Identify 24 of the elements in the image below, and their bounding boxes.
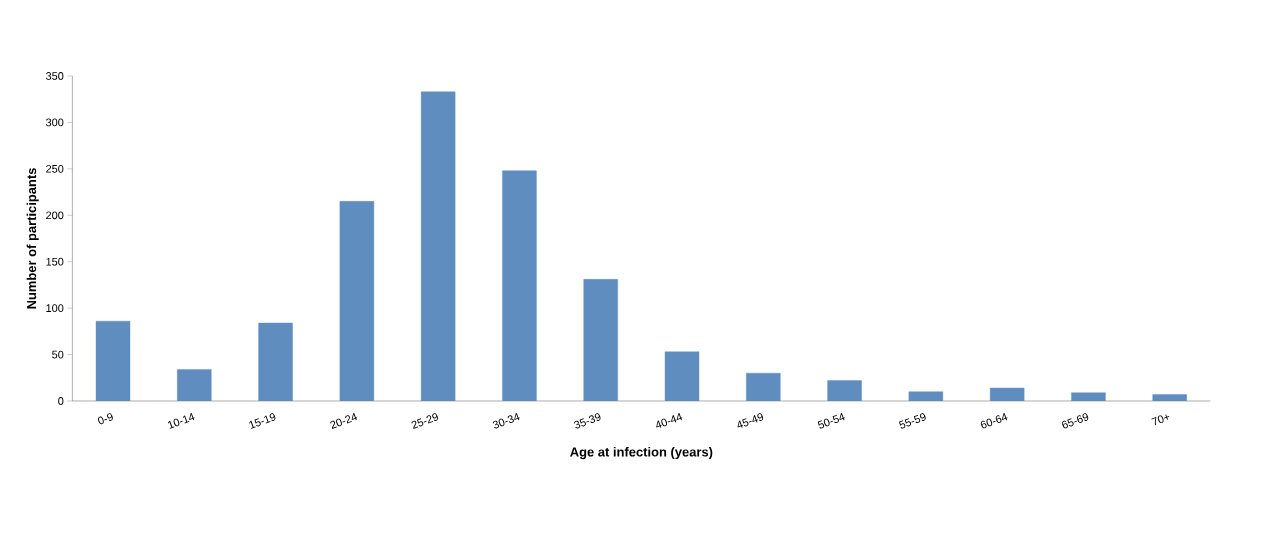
x-tick-label: 35-39 [574,413,601,429]
x-tick-label: 10-14 [167,412,195,429]
x-axis-title: Age at infection (years) [570,447,713,460]
x-tick-label: 25-29 [411,413,438,429]
x-tick-label: 70+ [1151,414,1170,426]
x-tick-label: 55-59 [899,413,926,429]
y-tick-label: 350 [45,72,64,80]
x-tick-label: 50-54 [817,412,845,429]
x-tick-label: 15-19 [249,413,276,429]
x-tick-label: 30-34 [492,412,520,429]
y-tick-label: 150 [46,257,64,266]
y-tick-label: 50 [52,350,64,359]
x-tick-label: 0-9 [97,413,113,425]
y-tick-label: 100 [46,304,64,313]
x-tick-label: 40-44 [656,412,683,428]
x-tick-label: 45-49 [737,413,764,428]
y-tick-label: 200 [46,211,64,220]
x-tick-label: 20-24 [330,412,358,429]
x-tick-label: 60-64 [980,412,1008,429]
y-tick-label: 250 [46,164,64,173]
y-axis-title: Number of participants [26,168,39,309]
y-tick-label: 300 [45,118,64,127]
x-tick-label: 65-69 [1062,413,1089,429]
y-tick-label: 0 [58,397,64,405]
